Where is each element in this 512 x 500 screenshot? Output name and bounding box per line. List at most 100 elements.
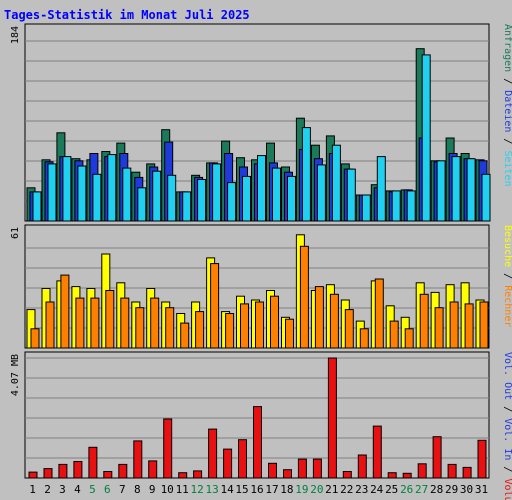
- x-tick-label: 7: [119, 483, 126, 496]
- bar-rechner-20: [314, 286, 324, 349]
- bar-rechner-21: [329, 293, 339, 349]
- bar-rechner-23: [359, 328, 369, 349]
- x-tick-label: 12: [190, 483, 203, 496]
- bar-seiten-16: [257, 155, 266, 222]
- x-tick-label: 8: [134, 483, 141, 496]
- x-tick-label: 23: [355, 483, 368, 496]
- bar-seiten-27: [421, 54, 431, 222]
- bar-volumen-22: [342, 471, 352, 479]
- bar-volumen-9: [148, 460, 158, 479]
- legend-entry: Anfragen: [502, 24, 512, 72]
- panel-bottom: 4.07 MB: [10, 351, 490, 479]
- x-tick-label: 21: [325, 483, 338, 496]
- bar-rechner-5: [90, 297, 100, 349]
- bar-rechner-26: [404, 328, 414, 349]
- x-tick-label: 18: [280, 483, 293, 496]
- bar-seiten-18: [287, 175, 296, 222]
- bar-seiten-28: [436, 160, 446, 222]
- bar-seiten-14: [227, 182, 237, 222]
- bar-volumen-18: [283, 469, 292, 479]
- bar-rechner-6: [105, 290, 115, 349]
- bar-seiten-6: [107, 154, 117, 222]
- y-max-label: 61: [10, 227, 21, 239]
- legend-entry: Besuche: [502, 225, 512, 267]
- legend-entry: Vol. Out: [502, 352, 512, 400]
- bar-rechner-14: [225, 313, 235, 349]
- panel-top: 184: [10, 23, 491, 222]
- x-axis-labels: 1 2 3 4 5 6 7 8 9 10 11 12 13 14 15 16 17 18 19 20 21 22 23 24 2…: [29, 483, 488, 496]
- x-tick-label: 11: [176, 483, 189, 496]
- bar-seiten-24: [376, 156, 386, 222]
- legend-separator: /: [502, 400, 512, 418]
- bar-seiten-9: [152, 170, 162, 222]
- bar-volumen-2: [43, 468, 53, 479]
- bar-rechner-29: [449, 301, 459, 349]
- bar-rechner-9: [150, 297, 160, 349]
- x-tick-label: 29: [445, 483, 458, 496]
- legend-entry: Dateien: [502, 90, 512, 132]
- x-tick-label: 3: [59, 483, 66, 496]
- bar-seiten-31: [481, 173, 491, 222]
- x-tick-label: 17: [265, 483, 278, 496]
- bar-rechner-31: [479, 301, 489, 349]
- bar-volumen-13: [208, 428, 218, 479]
- bar-volumen-7: [118, 463, 128, 479]
- x-tick-label: 9: [149, 483, 156, 496]
- bar-volumen-23: [357, 454, 367, 479]
- bar-rechner-10: [165, 307, 175, 349]
- legend-separator: /: [502, 132, 512, 150]
- bar-volumen-20: [312, 458, 322, 479]
- bar-rechner-11: [180, 322, 190, 349]
- bar-seiten-30: [466, 158, 476, 222]
- y-max-label: 4.07 MB: [10, 354, 21, 396]
- bar-volumen-3: [58, 463, 68, 479]
- x-tick-label: 14: [220, 483, 234, 496]
- bar-volumen-11: [178, 472, 188, 479]
- bar-seiten-21: [331, 144, 341, 222]
- bar-rechner-17: [270, 295, 279, 349]
- bar-seiten-2: [47, 163, 57, 222]
- bar-volumen-19: [297, 458, 307, 479]
- x-tick-label: 27: [415, 483, 428, 496]
- bar-rechner-18: [285, 318, 294, 349]
- x-tick-label: 13: [205, 483, 218, 496]
- bar-seiten-11: [182, 191, 192, 222]
- legend-entry: Seiten: [502, 150, 512, 186]
- bar-rechner-12: [195, 311, 205, 349]
- right-legend: Anfragen / Dateien / Seiten Besuche / Rec…: [502, 24, 512, 500]
- legend-separator: /: [502, 460, 512, 478]
- bar-rechner-13: [210, 263, 220, 349]
- bar-rechner-28: [434, 307, 444, 349]
- bar-rechner-16: [255, 301, 264, 349]
- legend-entry: Rechner: [502, 285, 512, 327]
- bar-seiten-8: [137, 187, 147, 222]
- bar-volumen-24: [372, 425, 382, 479]
- bar-seiten-12: [197, 179, 207, 222]
- legend-entry: Volumen: [502, 478, 512, 500]
- x-tick-label: 19: [295, 483, 308, 496]
- bar-rechner-2: [45, 301, 55, 349]
- bar-volumen-17: [268, 462, 277, 479]
- legend-group: Anfragen / Dateien / Seiten: [502, 24, 512, 187]
- bar-seiten-22: [346, 168, 356, 222]
- x-tick-label: 26: [400, 483, 413, 496]
- bar-volumen-29: [447, 463, 457, 479]
- bar-seiten-25: [391, 190, 401, 222]
- bar-seiten-10: [167, 174, 177, 222]
- bar-rechner-19: [299, 245, 309, 349]
- bar-volumen-27: [417, 463, 427, 479]
- legend-group: Vol. Out / Vol. In / Volumen: [502, 352, 512, 500]
- bar-rechner-15: [240, 303, 249, 349]
- bar-rechner-3: [60, 274, 70, 349]
- bar-seiten-17: [272, 167, 281, 222]
- bar-volumen-1: [28, 471, 38, 479]
- x-tick-label: 6: [104, 483, 111, 496]
- x-tick-label: 4: [74, 483, 81, 496]
- x-tick-label: 15: [235, 483, 248, 496]
- x-tick-label: 16: [250, 483, 263, 496]
- bar-seiten-15: [242, 175, 251, 222]
- bar-rechner-25: [389, 320, 399, 349]
- legend-separator: /: [502, 267, 512, 285]
- bar-seiten-29: [451, 156, 461, 222]
